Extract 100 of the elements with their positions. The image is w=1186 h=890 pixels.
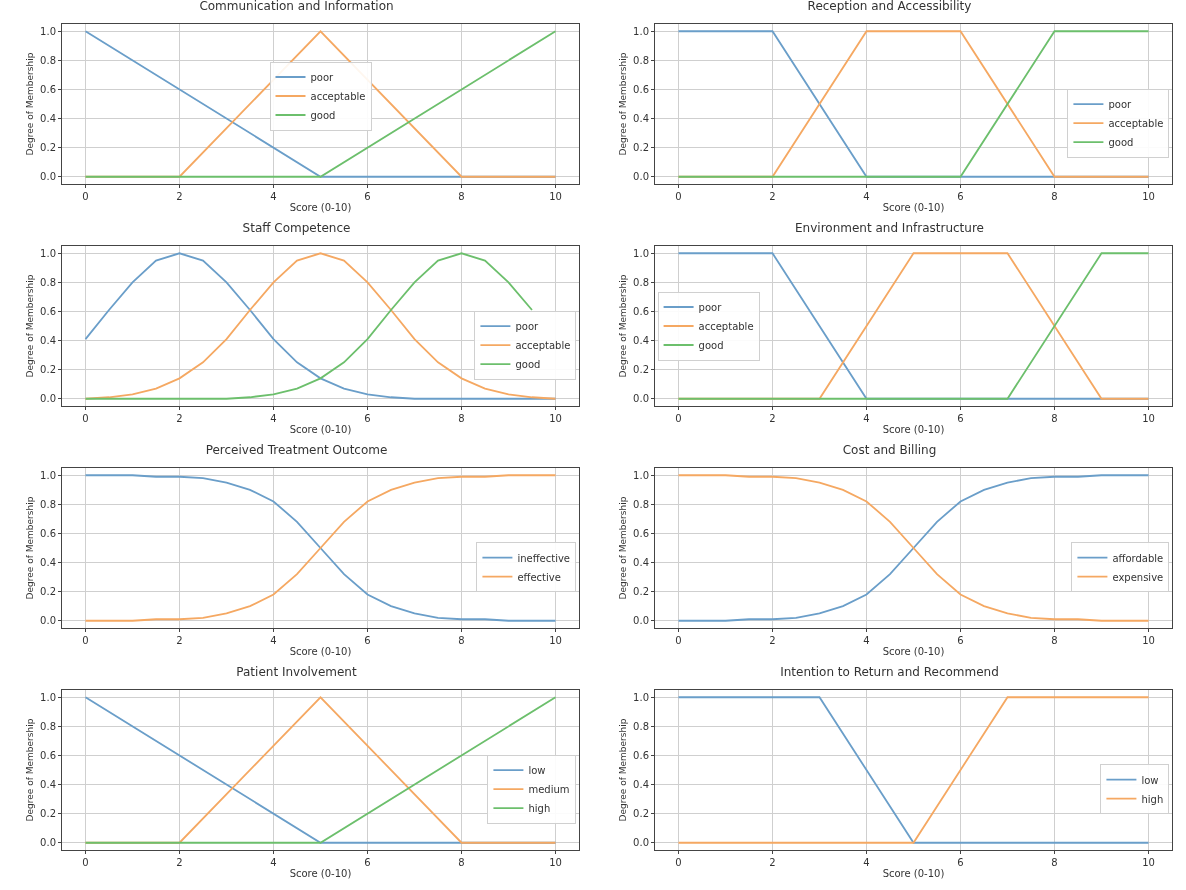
chart-title: Staff Competence bbox=[242, 220, 351, 235]
chart-title: Patient Involvement bbox=[236, 664, 357, 679]
x-tick-label: 10 bbox=[549, 635, 562, 646]
x-tick-label: 0 bbox=[82, 635, 89, 646]
x-tick-label: 0 bbox=[82, 857, 89, 868]
x-tick-label: 2 bbox=[176, 635, 183, 646]
x-tick-label: 6 bbox=[364, 857, 371, 868]
x-tick-label: 4 bbox=[863, 857, 870, 868]
legend-label: acceptable bbox=[310, 90, 366, 102]
y-tick-label: 1.0 bbox=[40, 25, 56, 37]
y-axis-title: Degree of Membership bbox=[618, 496, 629, 600]
y-tick-label: 0.8 bbox=[633, 54, 649, 66]
chart-title: Intention to Return and Recommend bbox=[780, 664, 999, 679]
y-tick-label: 0.6 bbox=[633, 305, 649, 317]
y-tick-label: 0.6 bbox=[40, 527, 56, 539]
x-axis-title: Score (0-10) bbox=[882, 645, 945, 657]
x-tick-label: 4 bbox=[270, 413, 277, 424]
y-tick-label: 0.6 bbox=[633, 749, 649, 761]
y-tick-label: 1.0 bbox=[633, 25, 649, 37]
x-tick-label: 2 bbox=[769, 635, 776, 646]
legend-label: good bbox=[515, 359, 541, 371]
y-axis-title: Degree of Membership bbox=[25, 496, 36, 600]
chart-title: Cost and Billing bbox=[842, 442, 937, 457]
x-tick-label: 0 bbox=[675, 857, 682, 868]
x-axis-title: Score (0-10) bbox=[882, 867, 945, 879]
x-tick-label: 0 bbox=[675, 413, 682, 424]
y-tick-label: 1.0 bbox=[40, 469, 56, 481]
x-tick-label: 8 bbox=[1051, 413, 1058, 424]
chart-title: Environment and Infrastructure bbox=[795, 220, 984, 235]
y-tick-label: 0.0 bbox=[633, 171, 649, 183]
y-tick-label: 1.0 bbox=[40, 691, 56, 703]
x-tick-label: 6 bbox=[364, 191, 371, 202]
x-tick-label: 10 bbox=[1142, 191, 1155, 202]
y-tick-label: 0.6 bbox=[40, 749, 56, 761]
legend-label: poor bbox=[1108, 99, 1132, 111]
y-tick-label: 0.2 bbox=[633, 142, 649, 154]
x-tick-label: 0 bbox=[675, 191, 682, 202]
y-tick-label: 0.8 bbox=[40, 498, 56, 510]
x-tick-label: 2 bbox=[769, 191, 776, 202]
y-tick-label: 0.4 bbox=[40, 335, 56, 347]
y-axis-title: Degree of Membership bbox=[618, 274, 629, 378]
y-tick-label: 0.6 bbox=[633, 527, 649, 539]
y-tick-label: 0.2 bbox=[40, 364, 56, 376]
y-tick-label: 0.4 bbox=[633, 557, 649, 569]
y-tick-label: 0.8 bbox=[633, 498, 649, 510]
x-tick-label: 10 bbox=[1142, 635, 1155, 646]
y-tick-label: 0.0 bbox=[40, 837, 56, 849]
legend-label: high bbox=[1141, 793, 1164, 805]
legend-label: poor bbox=[310, 71, 335, 83]
y-axis-title: Degree of Membership bbox=[25, 718, 36, 822]
y-tick-label: 0.8 bbox=[40, 54, 56, 66]
y-tick-label: 0.2 bbox=[40, 142, 56, 154]
legend-label: good bbox=[1108, 137, 1134, 149]
legend-label: good bbox=[698, 339, 724, 351]
x-tick-label: 4 bbox=[270, 857, 277, 868]
x-tick-label: 8 bbox=[1051, 635, 1058, 646]
x-tick-label: 4 bbox=[270, 635, 277, 646]
x-tick-label: 4 bbox=[863, 413, 870, 424]
x-axis-title: Score (0-10) bbox=[882, 201, 945, 213]
x-tick-label: 2 bbox=[176, 857, 183, 868]
y-tick-label: 0.0 bbox=[633, 393, 649, 405]
x-tick-label: 10 bbox=[549, 191, 562, 202]
legend-label: medium bbox=[528, 784, 570, 796]
y-tick-label: 0.0 bbox=[633, 837, 649, 849]
y-axis-title: Degree of Membership bbox=[25, 52, 36, 156]
y-tick-label: 0.6 bbox=[633, 83, 649, 95]
x-tick-label: 6 bbox=[957, 413, 964, 424]
y-tick-label: 0.4 bbox=[633, 335, 649, 347]
y-tick-label: 0.6 bbox=[40, 83, 56, 95]
legend-label: affordable bbox=[1112, 552, 1164, 564]
legend-label: acceptable bbox=[515, 340, 571, 352]
x-axis-title: Score (0-10) bbox=[289, 423, 352, 435]
legend-label: low bbox=[1141, 774, 1159, 786]
y-tick-label: 0.4 bbox=[40, 557, 56, 569]
chart-title: Communication and Information bbox=[199, 0, 394, 13]
y-tick-label: 0.2 bbox=[40, 586, 56, 598]
legend-label: ineffective bbox=[517, 552, 570, 564]
y-tick-label: 0.4 bbox=[633, 113, 649, 125]
x-tick-label: 8 bbox=[458, 191, 465, 202]
x-tick-label: 8 bbox=[458, 635, 465, 646]
x-axis-title: Score (0-10) bbox=[289, 645, 352, 657]
legend-label: acceptable bbox=[698, 320, 754, 332]
x-tick-label: 10 bbox=[1142, 857, 1155, 868]
x-tick-label: 10 bbox=[549, 413, 562, 424]
x-tick-label: 8 bbox=[458, 857, 465, 868]
x-tick-label: 8 bbox=[1051, 857, 1058, 868]
legend-label: low bbox=[528, 765, 546, 777]
y-tick-label: 0.0 bbox=[40, 615, 56, 627]
x-tick-label: 4 bbox=[863, 191, 870, 202]
y-tick-label: 0.2 bbox=[40, 808, 56, 820]
x-tick-label: 2 bbox=[769, 413, 776, 424]
x-tick-label: 2 bbox=[769, 857, 776, 868]
chart-title: Perceived Treatment Outcome bbox=[205, 442, 388, 457]
x-tick-label: 0 bbox=[675, 635, 682, 646]
legend-label: acceptable bbox=[1108, 118, 1164, 130]
y-tick-label: 0.6 bbox=[40, 305, 56, 317]
legend-label: expensive bbox=[1112, 571, 1164, 583]
y-tick-label: 0.8 bbox=[40, 276, 56, 288]
y-tick-label: 0.0 bbox=[633, 615, 649, 627]
legend-label: effective bbox=[517, 571, 561, 583]
